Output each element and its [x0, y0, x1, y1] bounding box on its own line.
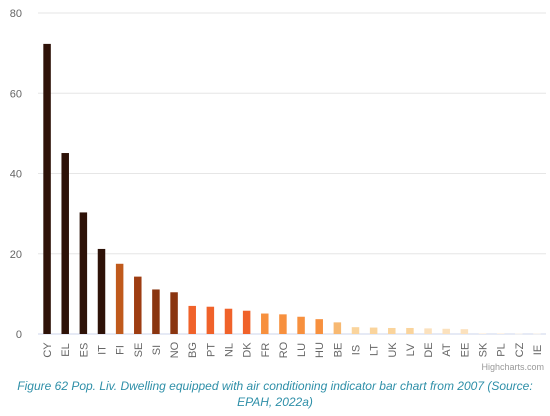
- bar-be[interactable]: [333, 322, 342, 334]
- bar-uk[interactable]: [388, 327, 396, 334]
- x-tick-label: LU: [296, 343, 308, 357]
- x-tick-label: SE: [133, 343, 145, 358]
- bar-chart: 0 20 40 60 80 CY EL ES IT FI SE SI NO BG PT NL DK FR RO LU…: [10, 8, 546, 372]
- x-tick-label: IS: [351, 345, 363, 355]
- bar-ie[interactable]: [533, 333, 541, 335]
- x-tick-label: DE: [423, 342, 435, 357]
- x-tick-label: BE: [332, 343, 344, 358]
- x-tick-label: BG: [187, 342, 199, 358]
- x-tick-label: EL: [60, 343, 72, 356]
- bar-is[interactable]: [351, 327, 360, 334]
- x-tick-label: AT: [441, 343, 453, 357]
- y-tick-label: 0: [16, 329, 22, 341]
- x-tick-label: SK: [478, 342, 490, 357]
- x-tick-label: UK: [387, 342, 399, 358]
- bars: [43, 43, 541, 335]
- x-tick-label: IE: [532, 345, 544, 355]
- bar-sk[interactable]: [478, 333, 487, 334]
- bar-el[interactable]: [61, 153, 69, 334]
- x-tick-label: CZ: [514, 342, 526, 357]
- x-tick-label: SI: [151, 345, 163, 355]
- x-tick-label: FR: [260, 343, 272, 358]
- x-tick-label: CY: [42, 342, 54, 358]
- bar-cy[interactable]: [43, 43, 51, 335]
- x-tick-label: LV: [405, 343, 417, 356]
- chart-credits[interactable]: Highcharts.com: [481, 362, 544, 372]
- bar-nl[interactable]: [224, 308, 233, 334]
- bar-es[interactable]: [79, 212, 88, 334]
- grid-lines: [38, 12, 546, 335]
- x-tick-label: NL: [224, 343, 236, 357]
- bar-fi[interactable]: [115, 263, 124, 334]
- figure-caption: Figure 62 Pop. Liv. Dwelling equipped wi…: [17, 379, 533, 409]
- x-tick-label: ES: [78, 343, 90, 358]
- x-tick-label: EE: [459, 343, 471, 358]
- x-tick-label: RO: [278, 341, 290, 358]
- bar-dk[interactable]: [242, 310, 251, 334]
- bar-it[interactable]: [97, 248, 106, 334]
- bar-se[interactable]: [134, 276, 142, 334]
- x-tick-label: LT: [369, 344, 381, 356]
- bar-at[interactable]: [442, 328, 450, 334]
- x-tick-label: FI: [115, 345, 127, 355]
- y-tick-label: 40: [10, 169, 22, 181]
- bar-si[interactable]: [152, 289, 160, 334]
- bar-fr[interactable]: [261, 313, 269, 334]
- x-tick-label: HU: [314, 342, 326, 358]
- x-tick-label: PL: [496, 343, 508, 356]
- bar-bg[interactable]: [188, 305, 196, 334]
- bar-pl[interactable]: [496, 333, 505, 334]
- y-axis-tick-labels: 0 20 40 60 80: [10, 8, 22, 341]
- bar-lu[interactable]: [297, 316, 305, 334]
- bar-ee[interactable]: [460, 329, 469, 334]
- bar-de[interactable]: [424, 328, 432, 334]
- x-tick-label: IT: [97, 345, 109, 355]
- y-tick-label: 80: [10, 8, 22, 20]
- x-axis-tick-labels: CY EL ES IT FI SE SI NO BG PT NL DK FR RO LU HU BE IS LT UK…: [42, 341, 544, 358]
- bar-ro[interactable]: [279, 314, 287, 334]
- x-tick-label: NO: [169, 341, 181, 358]
- bar-lt[interactable]: [369, 327, 378, 334]
- bar-lv[interactable]: [406, 327, 414, 334]
- x-tick-label: DK: [242, 342, 254, 358]
- bar-cz[interactable]: [515, 333, 523, 335]
- bar-no[interactable]: [170, 292, 178, 334]
- bar-pt[interactable]: [206, 306, 215, 334]
- y-tick-label: 60: [10, 88, 22, 100]
- y-tick-label: 20: [10, 249, 22, 261]
- x-tick-label: PT: [205, 343, 217, 357]
- bar-hu[interactable]: [315, 319, 323, 334]
